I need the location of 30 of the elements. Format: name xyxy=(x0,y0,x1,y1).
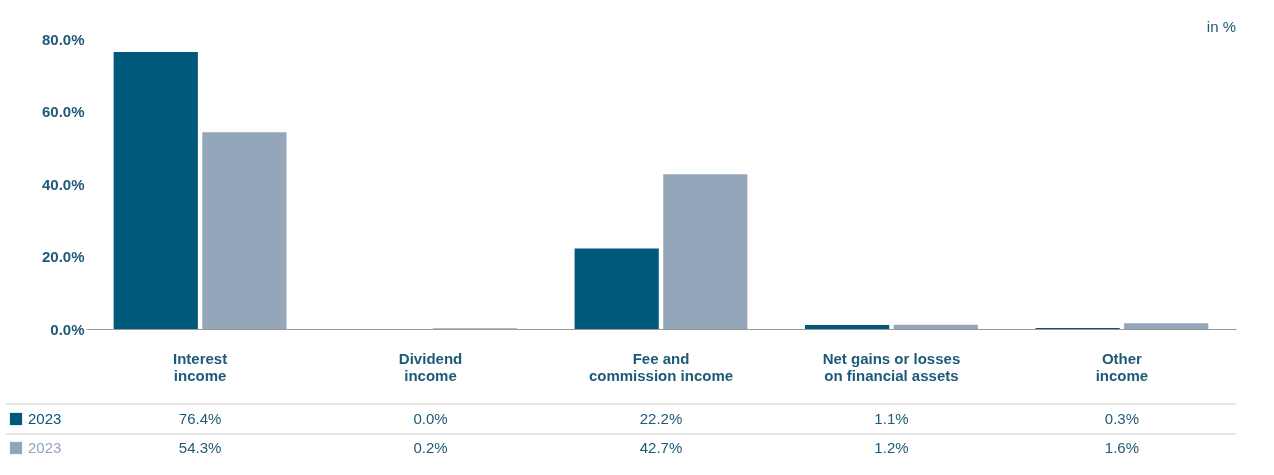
data-label: 76.4% xyxy=(178,410,222,427)
data-label: 42.7% xyxy=(639,439,683,456)
y-tick-label: 60.0% xyxy=(41,103,85,120)
legend-label: 2023 xyxy=(28,439,62,456)
x-tick-label: Net gains or losses on financial assets xyxy=(822,349,961,384)
y-tick-label: 80.0% xyxy=(41,30,85,48)
bar xyxy=(113,52,198,329)
x-tick-label: Other income xyxy=(1095,349,1149,384)
data-label: 0.3% xyxy=(1104,410,1140,427)
bar xyxy=(805,325,890,329)
y-tick-label: 40.0% xyxy=(41,175,85,193)
data-label: 22.2% xyxy=(639,410,683,427)
y-tick-label: 20.0% xyxy=(41,248,85,265)
data-label: 1.6% xyxy=(1104,439,1140,456)
data-label: 1.1% xyxy=(874,410,909,427)
x-tick-label: Dividend income xyxy=(398,349,463,384)
x-tick-label: Fee and commission income xyxy=(588,349,734,384)
legend-label: 2023 xyxy=(28,410,62,427)
data-label: 0.0% xyxy=(413,410,448,427)
data-label: 54.3% xyxy=(178,439,222,456)
bar xyxy=(202,132,287,329)
text: in % xyxy=(1206,18,1236,35)
bar xyxy=(893,324,978,329)
y-tick-label: 0.0% xyxy=(50,320,85,338)
x-tick-label: Interest income xyxy=(172,349,228,384)
data-label: 0.2% xyxy=(413,439,448,456)
data-label: 1.2% xyxy=(874,439,909,456)
bar xyxy=(1124,323,1209,329)
bar xyxy=(663,174,748,329)
bar xyxy=(574,248,659,329)
